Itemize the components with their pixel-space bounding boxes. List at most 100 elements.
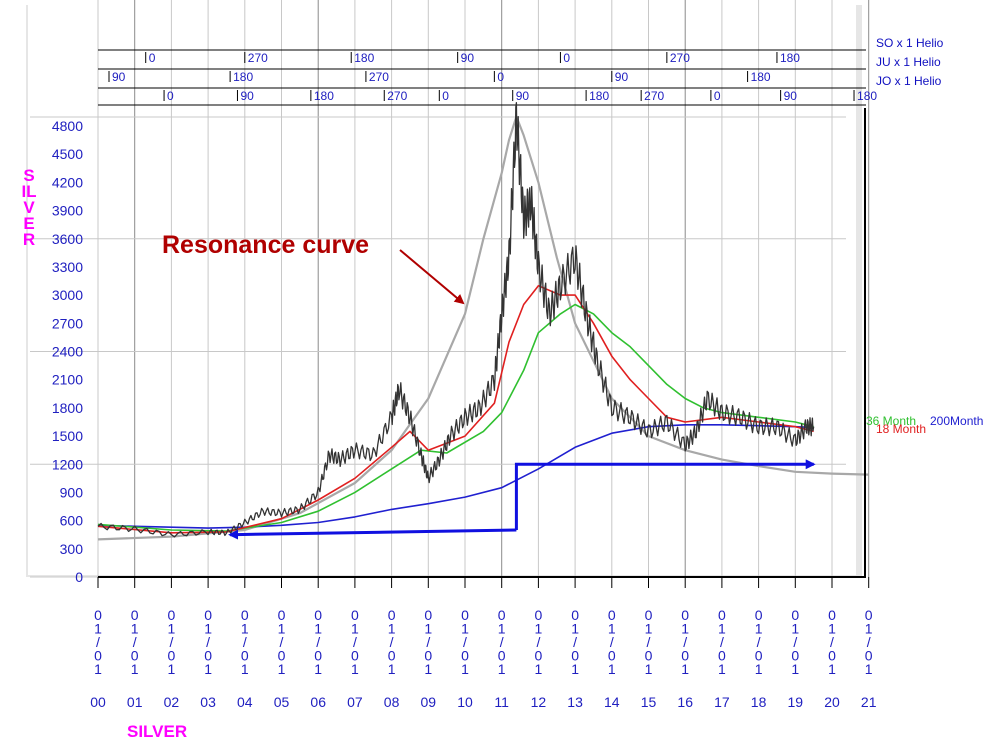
x-year-label: 03 (200, 694, 216, 710)
y-tick-label: 1800 (52, 400, 83, 416)
x-year-label: 11 (494, 694, 509, 710)
cycle-label: 180 (857, 89, 877, 103)
x-date-char: 0 (791, 648, 799, 664)
x-date-label: 0 1/0 1 (461, 607, 469, 677)
y-tick-label: 600 (60, 513, 84, 529)
cycle-label: 270 (387, 89, 407, 103)
y-tick-label: 3000 (52, 287, 83, 303)
cycle-row-name: SO x 1 Helio (876, 36, 944, 50)
x-date-label: 0 1/0 1 (351, 607, 359, 677)
x-date-char: 0 (645, 648, 653, 664)
x-date-label: 0 1/0 1 (828, 607, 836, 677)
x-date-label: 0 1/0 1 (681, 607, 689, 677)
x-year-label: 07 (347, 694, 363, 710)
x-date-label: 0 1/0 1 (645, 607, 653, 677)
x-year-label: 15 (641, 694, 657, 710)
x-date-char: 0 (535, 607, 543, 623)
x-date-char: 1 (681, 661, 689, 677)
x-date-char: 1 (681, 621, 689, 637)
x-date-char: / (463, 634, 467, 650)
x-date-char: 1 (571, 621, 579, 637)
x-date-label: 0 1/0 1 (535, 607, 543, 677)
x-date-char: 0 (571, 607, 579, 623)
x-date-char: 0 (828, 607, 836, 623)
x-date-char: 1 (645, 661, 653, 677)
x-date-char: 1 (388, 661, 396, 677)
x-date-char: 0 (865, 607, 873, 623)
x-date-char: / (390, 634, 394, 650)
x-date-label: 0 1/0 1 (755, 607, 763, 677)
x-date-char: 0 (461, 648, 469, 664)
x-date-char: 0 (314, 607, 322, 623)
x-date-char: 0 (388, 648, 396, 664)
cycle-label: 90 (240, 89, 254, 103)
x-date-char: 0 (131, 648, 139, 664)
x-year-label: 19 (788, 694, 804, 710)
cycle-label: 90 (112, 70, 126, 84)
x-date-label: 0 1/0 1 (608, 607, 616, 677)
series-36-month-line (97, 303, 814, 532)
y-tick-label: 2700 (52, 315, 83, 331)
x-axis-title: SILVER (127, 722, 188, 741)
y-tick-label: 300 (60, 541, 84, 557)
x-date-char: 1 (828, 661, 836, 677)
cycle-label: 180 (780, 51, 800, 65)
x-date-char: 0 (168, 607, 176, 623)
cycle-label: 180 (751, 70, 771, 84)
x-date-label: 0 1/0 1 (168, 607, 176, 677)
x-date-char: 1 (865, 661, 873, 677)
x-date-label: 0 1/0 1 (718, 607, 726, 677)
x-date-label: 0 1/0 1 (278, 607, 286, 677)
y-tick-label: 4800 (52, 118, 83, 134)
y-tick-label: 3300 (52, 259, 83, 275)
resonance-annotation: Resonance curve (162, 231, 370, 259)
x-date-char: 1 (791, 621, 799, 637)
x-year-label: 10 (457, 694, 473, 710)
x-date-char: 0 (131, 607, 139, 623)
cycle-label: 90 (516, 89, 530, 103)
x-date-char: 1 (131, 661, 139, 677)
cycle-label: 180 (589, 89, 609, 103)
x-date-char: 1 (278, 621, 286, 637)
x-date-char: 0 (498, 648, 506, 664)
x-date-label: 0 1/0 1 (94, 607, 102, 677)
cycle-label: 270 (644, 89, 664, 103)
x-date-char: 1 (204, 661, 212, 677)
x-date-label: 0 1/0 1 (388, 607, 396, 677)
x-date-char: / (793, 634, 797, 650)
x-date-char: 1 (461, 661, 469, 677)
x-year-label: 08 (384, 694, 400, 710)
x-date-label: 0 1/0 1 (791, 607, 799, 677)
x-date-char: 0 (351, 607, 359, 623)
x-date-char: 0 (278, 607, 286, 623)
x-date-char: / (830, 634, 834, 650)
x-year-label: 20 (824, 694, 840, 710)
x-year-label: 00 (90, 694, 106, 710)
x-year-label: 05 (274, 694, 290, 710)
x-date-char: 0 (388, 607, 396, 623)
x-date-char: 0 (535, 648, 543, 664)
x-year-label: 01 (127, 694, 143, 710)
legend-label: 18 Month (876, 422, 926, 436)
y-tick-label: 4500 (52, 146, 83, 162)
cycle-label: 0 (497, 70, 504, 84)
y-tick-label: 4200 (52, 174, 83, 190)
cycle-label: 180 (314, 89, 334, 103)
x-date-char: 1 (94, 621, 102, 637)
x-date-char: 1 (828, 621, 836, 637)
cycle-label: 90 (784, 89, 798, 103)
x-date-char: / (316, 634, 320, 650)
x-date-char: / (536, 634, 540, 650)
x-date-char: 1 (718, 661, 726, 677)
x-year-label: 18 (751, 694, 767, 710)
x-year-label: 13 (567, 694, 583, 710)
x-date-char: 1 (241, 661, 249, 677)
x-date-char: 1 (278, 661, 286, 677)
x-date-label: 0 1/0 1 (314, 607, 322, 677)
y-tick-label: 1200 (52, 456, 83, 472)
x-date-char: 1 (351, 621, 359, 637)
x-date-char: 1 (571, 661, 579, 677)
x-date-char: / (426, 634, 430, 650)
x-date-char: 1 (608, 621, 616, 637)
cycle-row-name: JU x 1 Helio (876, 55, 941, 69)
